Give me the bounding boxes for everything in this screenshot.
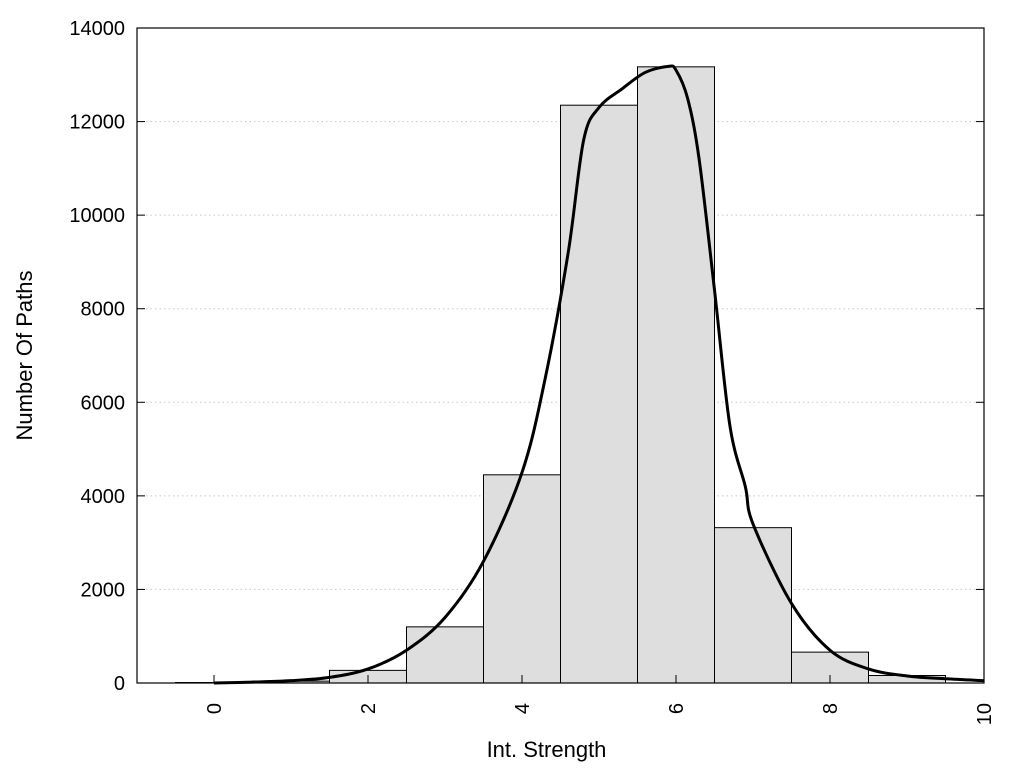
x-tick-label: 2 xyxy=(358,703,380,714)
y-tick-label: 14000 xyxy=(69,18,125,40)
x-tick-label: 4 xyxy=(512,703,534,714)
x-tick-label: 6 xyxy=(666,703,688,714)
y-tick-label: 10000 xyxy=(69,205,125,227)
y-tick-label: 2000 xyxy=(81,579,126,601)
histogram-bar xyxy=(637,66,715,684)
histogram-bars xyxy=(175,66,946,684)
x-axis-ticks: 0 2 4 6 8 10 xyxy=(204,675,996,725)
x-tick-label: 0 xyxy=(204,703,226,714)
density-curve xyxy=(213,64,985,685)
histogram-bar xyxy=(406,626,484,684)
y-axis-ticks: 0 2000 4000 6000 8000 10000 12000 14000 xyxy=(69,18,984,695)
histogram-bar xyxy=(714,527,792,684)
x-tick-label: 8 xyxy=(820,703,842,714)
x-tick-label: 10 xyxy=(974,703,996,725)
y-tick-label: 6000 xyxy=(81,392,126,414)
y-tick-label: 8000 xyxy=(81,299,126,321)
y-tick-label: 4000 xyxy=(81,486,126,508)
plot-frame xyxy=(136,27,985,684)
histogram-bar xyxy=(483,474,561,684)
histogram-bar xyxy=(560,104,638,684)
density-curve-layer xyxy=(213,64,985,685)
y-tick-label: 12000 xyxy=(69,112,125,134)
x-axis-label: Int. Strength xyxy=(487,737,607,762)
y-axis-label: Number Of Paths xyxy=(12,271,37,441)
y-tick-label: 0 xyxy=(114,673,125,695)
